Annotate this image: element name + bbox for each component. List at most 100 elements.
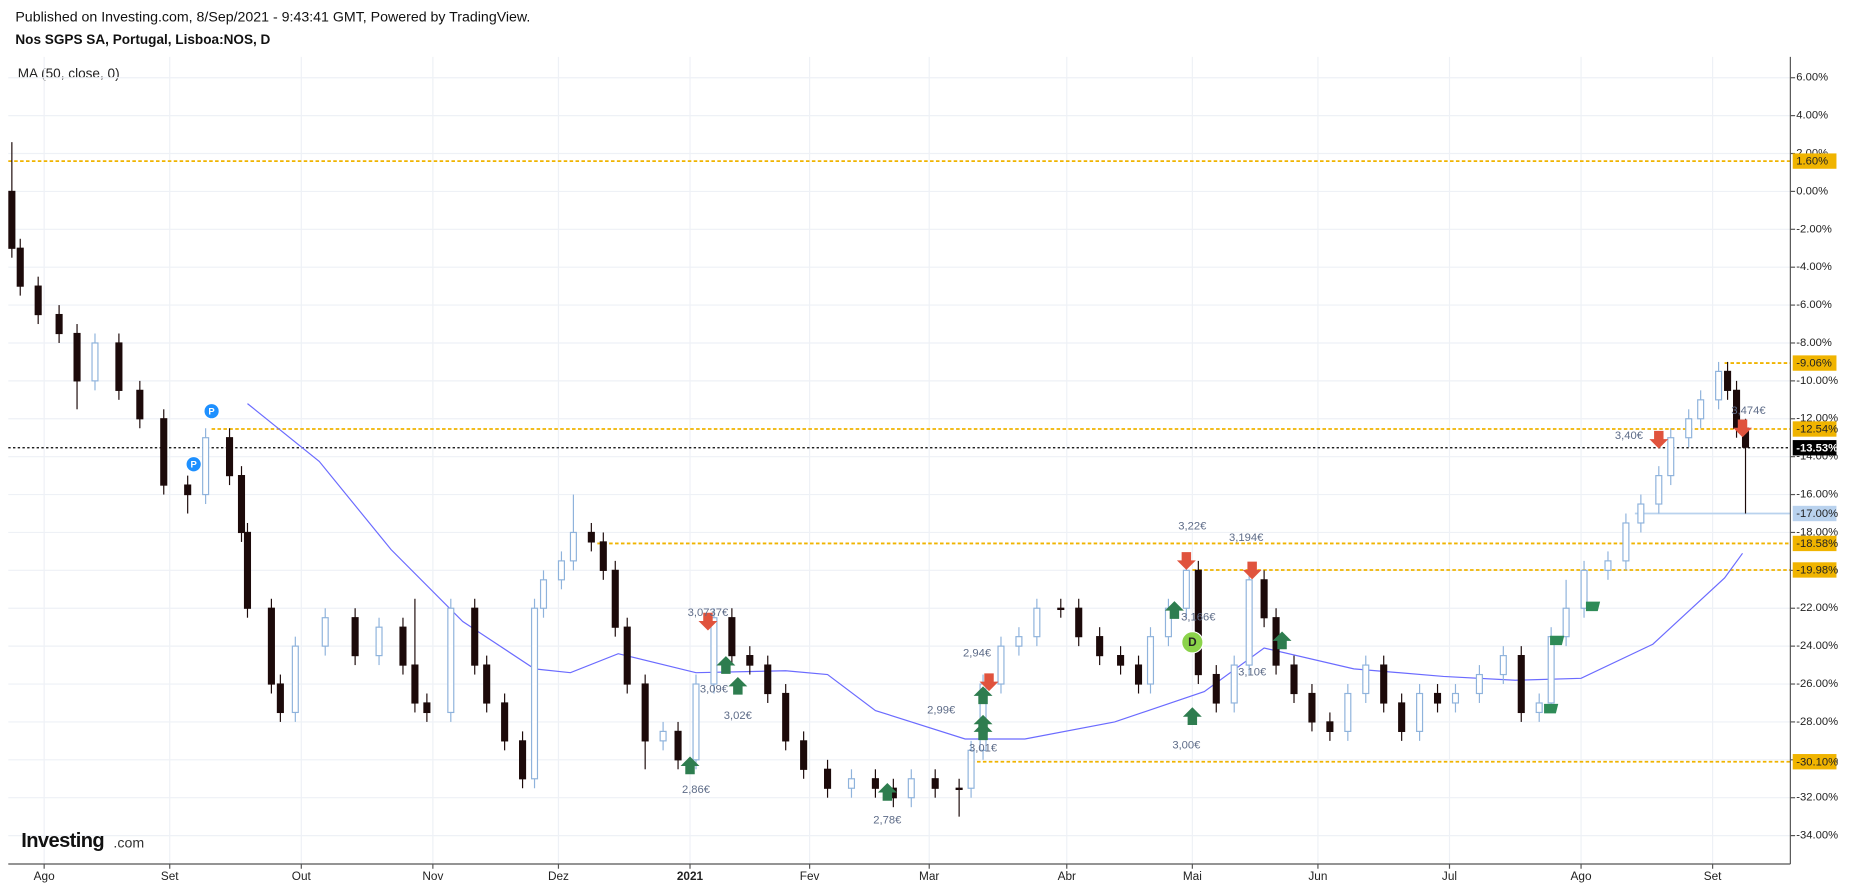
y-tick-label: -16.00% [1796,489,1838,501]
candle-body [1655,475,1663,505]
candle-body [659,730,667,742]
pin [1181,631,1204,654]
level-label-box [1792,440,1837,456]
subtitle: Published on Investing.com, 8/Sep/2021 -… [15,10,530,26]
price-annotation: 3,166€ [1181,612,1216,624]
buy-arrow [728,676,748,695]
candle-body [1451,692,1460,704]
candle-body [519,740,527,780]
candle-body [291,645,299,714]
candle-body [674,730,682,761]
sell-arrow [698,612,718,631]
candle-body [1637,503,1645,524]
y-tick-label: 0.00% [1796,185,1828,197]
buy-arrow [877,783,897,801]
price-annotation: 3,22€ [1178,521,1207,533]
logo: Investing [21,830,104,852]
level-label-box [1792,562,1837,578]
x-tick-label: Set [161,869,179,883]
moving-average-line [247,403,1744,740]
x-tick-label: Fev [800,869,820,883]
candle-body [501,702,509,742]
flag [1585,601,1601,612]
price-annotation: 3,40€ [1615,430,1644,442]
price-annotation: 3,01€ [969,742,998,754]
price-annotation: 2,78€ [873,814,902,826]
y-tick-label: -22.00% [1796,602,1838,614]
candle-body [8,190,16,249]
pin-label: P [191,459,197,470]
candle-body [411,664,419,704]
y-tick-label: -8.00% [1796,337,1832,349]
candle-body [1622,522,1630,562]
candle-body [587,531,595,543]
candle-body [1075,607,1083,638]
y-tick-label: -28.00% [1796,716,1838,728]
candle-body [1260,579,1268,619]
candle-body [1344,692,1352,732]
candle-body [557,560,565,581]
candle-body [1416,692,1424,732]
candle-body [1562,607,1570,638]
candle-body [375,626,383,657]
candle-body [91,342,99,382]
candle-body [276,683,284,714]
candle-body [1475,673,1483,695]
candle-body [399,626,407,666]
level-label-box [1792,535,1837,552]
x-tick-label: Nov [422,869,443,883]
level-label-box [1792,153,1837,169]
y-tick-label: -34.00% [1796,830,1838,842]
candle-body [16,247,24,287]
candle-body [351,617,359,657]
price-annotation: 2,99€ [927,705,956,717]
candle-body [483,664,491,704]
level-label: -30.10% [1796,756,1838,768]
sell-arrow [1242,561,1262,580]
candle-body [539,579,548,609]
candle-body [1326,721,1334,732]
x-tick-label: Set [1704,869,1722,883]
level-label: -19.98% [1796,565,1838,577]
price-annotation: 3,474€ [1731,405,1766,417]
flag [1550,635,1565,646]
x-tick-label: Ago [1571,869,1592,883]
y-tick-label: -18.00% [1796,526,1838,538]
pin-label: D [1188,635,1197,649]
price-annotation: 2,94€ [963,648,992,660]
candle-body [1015,636,1023,647]
candle-body [1724,370,1732,391]
candle-body [746,655,754,666]
level-label: 1.60% [1796,156,1828,168]
candle-body [569,531,577,562]
level-label: -13.53% [1796,442,1838,454]
candle-body [824,768,832,789]
candle-body [1146,636,1155,685]
candle-body [1033,607,1041,638]
candle-body [34,285,42,316]
candle-body [1517,655,1525,714]
x-tick-label: Ago [34,869,55,883]
candle-body [955,787,963,791]
candle-body [1245,579,1253,666]
candle-body [447,607,455,714]
x-tick-label: Mar [919,869,939,883]
buy-arrow [973,686,993,705]
candle-body [997,645,1005,685]
candle-body [764,664,772,695]
candle-body [1685,418,1693,439]
x-tick-label: Dez [548,869,569,883]
x-tick-label: Abr [1058,869,1076,883]
candle-body [599,541,607,571]
candle-body [1117,655,1125,666]
candle-body [871,778,879,789]
candle-body [1697,399,1705,420]
level-label-box [1792,505,1837,522]
candle-body [847,778,856,789]
candle-body [1604,560,1612,571]
level-label: -17.00% [1796,508,1838,520]
candle-body [321,617,329,647]
